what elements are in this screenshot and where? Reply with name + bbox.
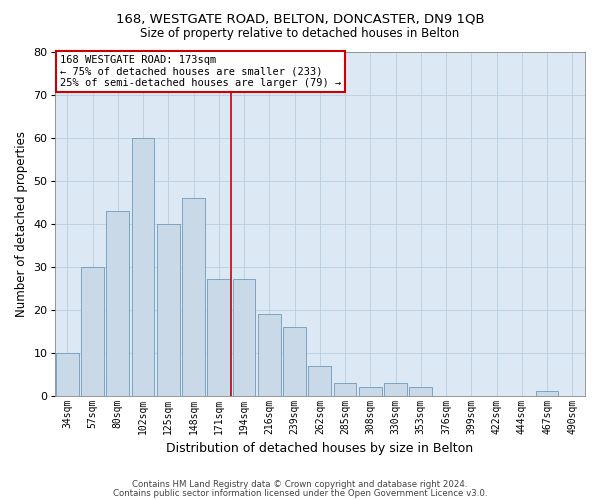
Y-axis label: Number of detached properties: Number of detached properties xyxy=(15,130,28,316)
Text: Contains public sector information licensed under the Open Government Licence v3: Contains public sector information licen… xyxy=(113,490,487,498)
Bar xyxy=(157,224,179,396)
Bar xyxy=(56,352,79,396)
Bar xyxy=(208,280,230,396)
Bar xyxy=(182,198,205,396)
Text: Contains HM Land Registry data © Crown copyright and database right 2024.: Contains HM Land Registry data © Crown c… xyxy=(132,480,468,489)
Bar xyxy=(359,387,382,396)
Bar xyxy=(258,314,281,396)
Bar xyxy=(536,392,559,396)
Text: 168 WESTGATE ROAD: 173sqm
← 75% of detached houses are smaller (233)
25% of semi: 168 WESTGATE ROAD: 173sqm ← 75% of detac… xyxy=(60,55,341,88)
Bar xyxy=(384,382,407,396)
Bar xyxy=(106,210,129,396)
Bar xyxy=(334,382,356,396)
Text: Size of property relative to detached houses in Belton: Size of property relative to detached ho… xyxy=(140,28,460,40)
Bar xyxy=(283,327,306,396)
X-axis label: Distribution of detached houses by size in Belton: Distribution of detached houses by size … xyxy=(166,442,473,455)
Bar xyxy=(409,387,432,396)
Bar xyxy=(233,280,256,396)
Bar xyxy=(308,366,331,396)
Bar xyxy=(131,138,154,396)
Bar xyxy=(81,266,104,396)
Text: 168, WESTGATE ROAD, BELTON, DONCASTER, DN9 1QB: 168, WESTGATE ROAD, BELTON, DONCASTER, D… xyxy=(116,12,484,26)
